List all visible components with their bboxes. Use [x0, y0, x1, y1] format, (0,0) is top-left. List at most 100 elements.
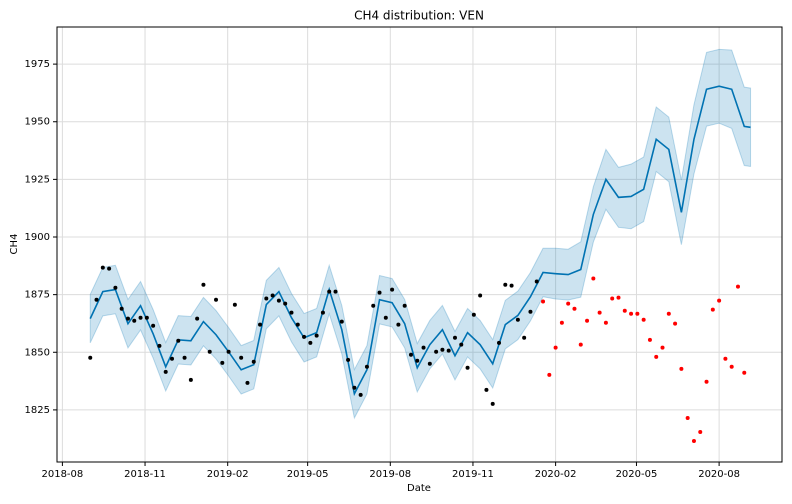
data-point — [440, 347, 445, 352]
data-point — [402, 303, 407, 308]
forecast-line — [89, 85, 751, 397]
data-point — [484, 387, 489, 392]
data-point — [528, 309, 533, 314]
data-point — [352, 385, 357, 390]
data-point — [283, 301, 288, 306]
chart-title: CH4 distribution: VEN — [354, 9, 484, 23]
data-point — [295, 322, 300, 327]
data-point — [258, 322, 263, 327]
x-tick-label: 2019-05 — [287, 469, 329, 480]
data-point — [138, 315, 143, 320]
x-tick-label: 2020-08 — [698, 469, 740, 480]
data-point — [471, 312, 476, 317]
data-point — [660, 345, 665, 350]
data-point — [629, 311, 634, 316]
data-point — [169, 356, 174, 361]
data-point — [408, 352, 413, 357]
data-point — [415, 358, 420, 363]
data-point — [377, 290, 382, 295]
data-point — [490, 401, 495, 406]
data-point — [478, 293, 483, 298]
data-point — [723, 356, 728, 361]
data-point — [452, 335, 457, 340]
data-point — [666, 311, 671, 316]
data-point — [503, 282, 508, 287]
data-point — [704, 379, 709, 384]
data-point — [635, 311, 640, 316]
data-point — [572, 306, 577, 311]
data-point — [585, 318, 590, 323]
data-point — [566, 301, 571, 306]
x-tick-label: 2018-08 — [41, 469, 83, 480]
data-point — [421, 345, 426, 350]
data-point — [107, 266, 112, 271]
y-tick-label: 1925 — [25, 174, 50, 185]
data-point — [308, 340, 313, 345]
data-point — [679, 366, 684, 371]
data-point — [144, 315, 149, 320]
data-point — [616, 295, 621, 300]
data-point — [371, 303, 376, 308]
data-point — [710, 307, 715, 312]
data-point — [207, 349, 212, 354]
data-point — [358, 392, 363, 397]
data-point — [654, 354, 659, 359]
x-tick-label: 2019-11 — [452, 469, 494, 480]
data-point — [239, 355, 244, 360]
data-point — [534, 279, 539, 284]
data-point — [163, 369, 168, 374]
data-point — [94, 297, 99, 302]
data-point — [201, 282, 206, 287]
data-point — [603, 320, 608, 325]
data-point — [610, 296, 615, 301]
data-point — [333, 289, 338, 294]
data-point — [578, 342, 583, 347]
data-point — [220, 360, 225, 365]
data-point — [597, 310, 602, 315]
data-point — [276, 298, 281, 303]
data-point — [232, 302, 237, 307]
x-tick-label: 2020-05 — [616, 469, 658, 480]
data-point — [88, 355, 93, 360]
data-point — [698, 430, 703, 435]
data-point — [729, 364, 734, 369]
data-point — [119, 306, 124, 311]
data-point — [427, 361, 432, 366]
plot-area — [88, 48, 752, 444]
data-point — [289, 310, 294, 315]
data-point — [685, 415, 690, 420]
plot-frame — [56, 26, 783, 463]
data-point — [497, 340, 502, 345]
data-point — [302, 334, 307, 339]
data-point — [717, 298, 722, 303]
data-point — [553, 345, 558, 350]
data-point — [541, 299, 546, 304]
axes: 1825 1850 1875 1900 1925 1950 1975 2018-08 2018-… — [25, 59, 740, 480]
data-point — [742, 370, 747, 375]
data-point — [245, 380, 250, 385]
data-point — [509, 283, 514, 288]
data-point — [214, 297, 219, 302]
data-point — [641, 317, 646, 322]
data-point — [157, 343, 162, 348]
data-point — [559, 320, 564, 325]
data-point — [383, 315, 388, 320]
data-point — [515, 317, 520, 322]
data-point — [673, 321, 678, 326]
y-tick-label: 1950 — [25, 117, 50, 128]
y-tick-label: 1900 — [25, 232, 50, 243]
data-point — [364, 364, 369, 369]
data-point — [113, 285, 118, 290]
data-point — [465, 365, 470, 370]
data-point — [182, 355, 187, 360]
data-point — [327, 289, 332, 294]
y-tick-label: 1850 — [25, 347, 50, 358]
data-point — [270, 293, 275, 298]
data-point — [459, 342, 464, 347]
data-point — [132, 318, 137, 323]
data-point — [264, 296, 269, 301]
y-tick-label: 1825 — [25, 405, 50, 416]
y-tick-label: 1975 — [25, 59, 50, 70]
